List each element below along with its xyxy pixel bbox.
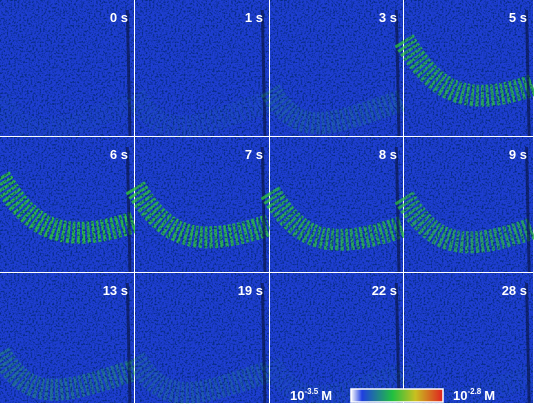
base: 10 [453,388,467,403]
time-label: 1 s [245,10,263,25]
colorbar-gradient [351,389,443,402]
time-label: 9 s [509,147,527,162]
time-label: 13 s [103,283,128,298]
time-label: 22 s [372,283,397,298]
panel-grid: 0 s 1 s 3 s 5 s 6 s 7 s 8 s 9 s 13 s 19 s 22 s 28 s [0,0,533,403]
frame: 22 s [270,273,403,403]
frame: 13 s [0,273,134,403]
frame: 19 s [135,273,269,403]
time-label: 3 s [379,10,397,25]
frame: 3 s [270,0,403,136]
time-label: 6 s [110,147,128,162]
unit: M [321,388,332,403]
base: 10 [290,388,304,403]
frame: 6 s [0,137,134,272]
exponent: -3.5 [304,387,318,396]
time-label: 28 s [502,283,527,298]
unit: M [484,388,495,403]
frame: 0 s [0,0,134,136]
time-label: 0 s [110,10,128,25]
frame: 5 s [404,0,533,136]
time-label: 19 s [238,283,263,298]
time-label: 5 s [509,10,527,25]
frame: 8 s [270,137,403,272]
frame: 7 s [135,137,269,272]
frame: 28 s [404,273,533,403]
figure: 0 s 1 s 3 s 5 s 6 s 7 s 8 s 9 s 13 s 19 s 22 s 28 s… [0,0,534,404]
exponent: -2.8 [467,387,481,396]
time-label: 8 s [379,147,397,162]
frame: 1 s [135,0,269,136]
time-label: 7 s [245,147,263,162]
frame: 9 s [404,137,533,272]
